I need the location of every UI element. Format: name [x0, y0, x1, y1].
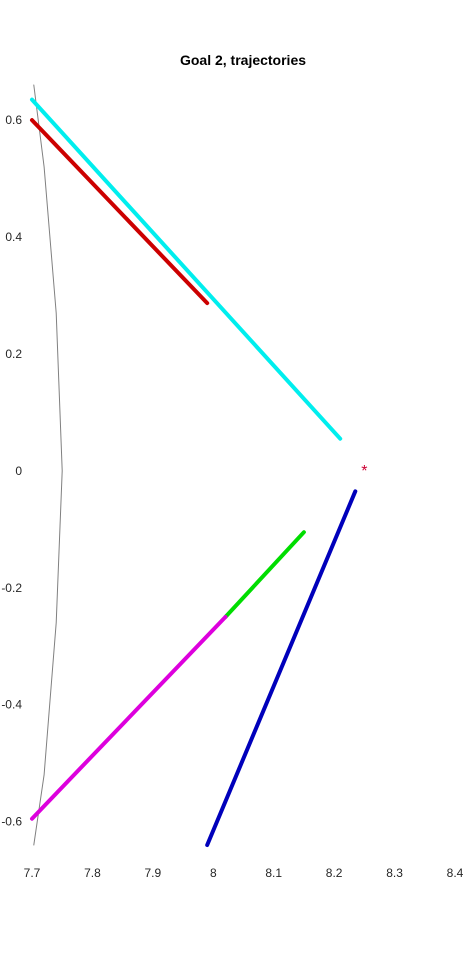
x-tick-label: 7.7	[24, 866, 41, 880]
y-tick-label: 0	[15, 464, 22, 478]
y-tick-label: 0.4	[5, 230, 22, 244]
trajectory-series-2	[30, 97, 343, 441]
x-tick-label: 7.8	[84, 866, 101, 880]
series-layer	[30, 84, 358, 847]
y-tick-label: -0.6	[1, 815, 22, 829]
x-tick-label: 8.3	[386, 866, 403, 880]
x-tick-labels: 7.7 7.8 7.9 8 8.1 8.2 8.3 8.4	[24, 866, 464, 880]
y-tick-label: 0.6	[5, 113, 22, 127]
chart-title: Goal 2, trajectories	[180, 52, 306, 68]
x-tick-label: 8.1	[265, 866, 282, 880]
x-tick-label: 8.4	[447, 866, 464, 880]
goal-marker: *	[361, 463, 367, 480]
marker-layer: *	[361, 463, 367, 480]
y-tick-labels: -0.6 -0.4 -0.2 0 0.2 0.4 0.6	[1, 113, 22, 829]
trajectory-series-5	[30, 615, 228, 821]
trajectory-series-3	[30, 118, 210, 306]
trajectory-series-4	[223, 530, 306, 619]
y-tick-label: 0.2	[5, 347, 22, 361]
y-tick-label: -0.2	[1, 581, 22, 595]
y-tick-label: -0.4	[1, 698, 22, 712]
trajectory-series-6	[205, 489, 358, 847]
x-tick-label: 7.9	[145, 866, 162, 880]
trajectory-series-1	[33, 84, 63, 846]
x-tick-label: 8	[210, 866, 217, 880]
x-tick-label: 8.2	[326, 866, 343, 880]
